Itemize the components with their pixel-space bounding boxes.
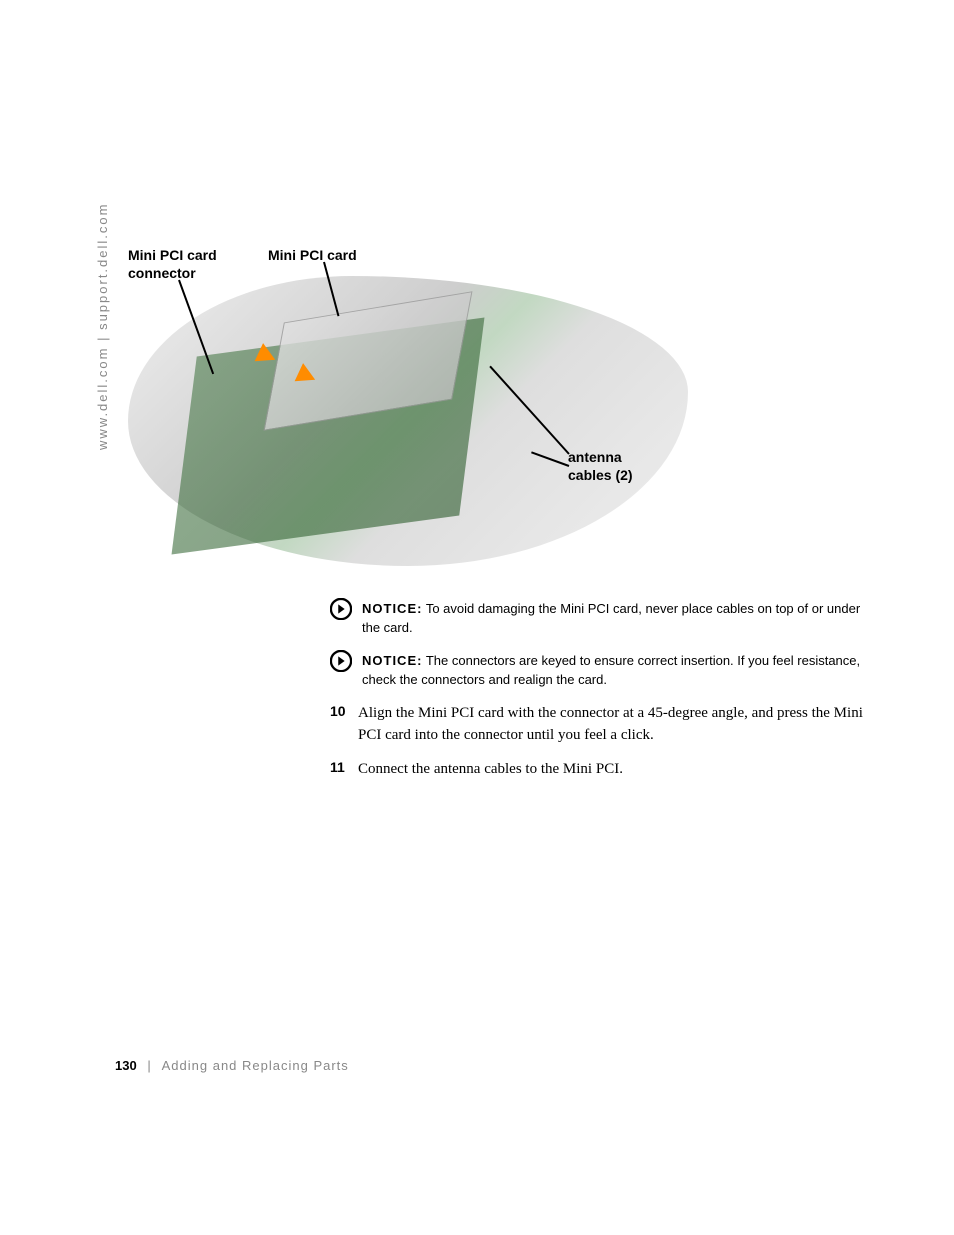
step-text: Connect the antenna cables to the Mini P… — [358, 759, 623, 781]
section-title: Adding and Replacing Parts — [162, 1058, 349, 1073]
label-mini-pci-card: Mini PCI card — [268, 246, 388, 264]
notice-text: NOTICE: To avoid damaging the Mini PCI c… — [362, 600, 864, 638]
notice-row: NOTICE: To avoid damaging the Mini PCI c… — [330, 600, 864, 638]
sidebar-url: www.dell.com | support.dell.com — [95, 203, 110, 450]
notice-row: NOTICE: The connectors are keyed to ensu… — [330, 652, 864, 690]
notice-label: NOTICE: — [362, 601, 422, 616]
notice-icon — [330, 650, 352, 672]
notice-text: NOTICE: The connectors are keyed to ensu… — [362, 652, 864, 690]
step-number: 10 — [330, 703, 358, 719]
step-row: 11 Connect the antenna cables to the Min… — [330, 759, 864, 781]
notice-label: NOTICE: — [362, 653, 422, 668]
step-text: Align the Mini PCI card with the connect… — [358, 703, 864, 747]
footer-separator: | — [147, 1058, 151, 1073]
notice-body: To avoid damaging the Mini PCI card, nev… — [362, 601, 860, 635]
step-row: 10 Align the Mini PCI card with the conn… — [330, 703, 864, 747]
mini-pci-diagram: Mini PCI card connector Mini PCI card an… — [128, 246, 848, 566]
page-footer: 130 | Adding and Replacing Parts — [115, 1058, 349, 1073]
notice-icon — [330, 598, 352, 620]
content-body: NOTICE: To avoid damaging the Mini PCI c… — [330, 600, 864, 793]
label-mini-pci-connector: Mini PCI card connector — [128, 246, 238, 282]
page-number: 130 — [115, 1058, 137, 1073]
notice-body: The connectors are keyed to ensure corre… — [362, 653, 860, 687]
label-antenna-cables: antenna cables (2) — [568, 448, 668, 484]
step-number: 11 — [330, 759, 358, 775]
